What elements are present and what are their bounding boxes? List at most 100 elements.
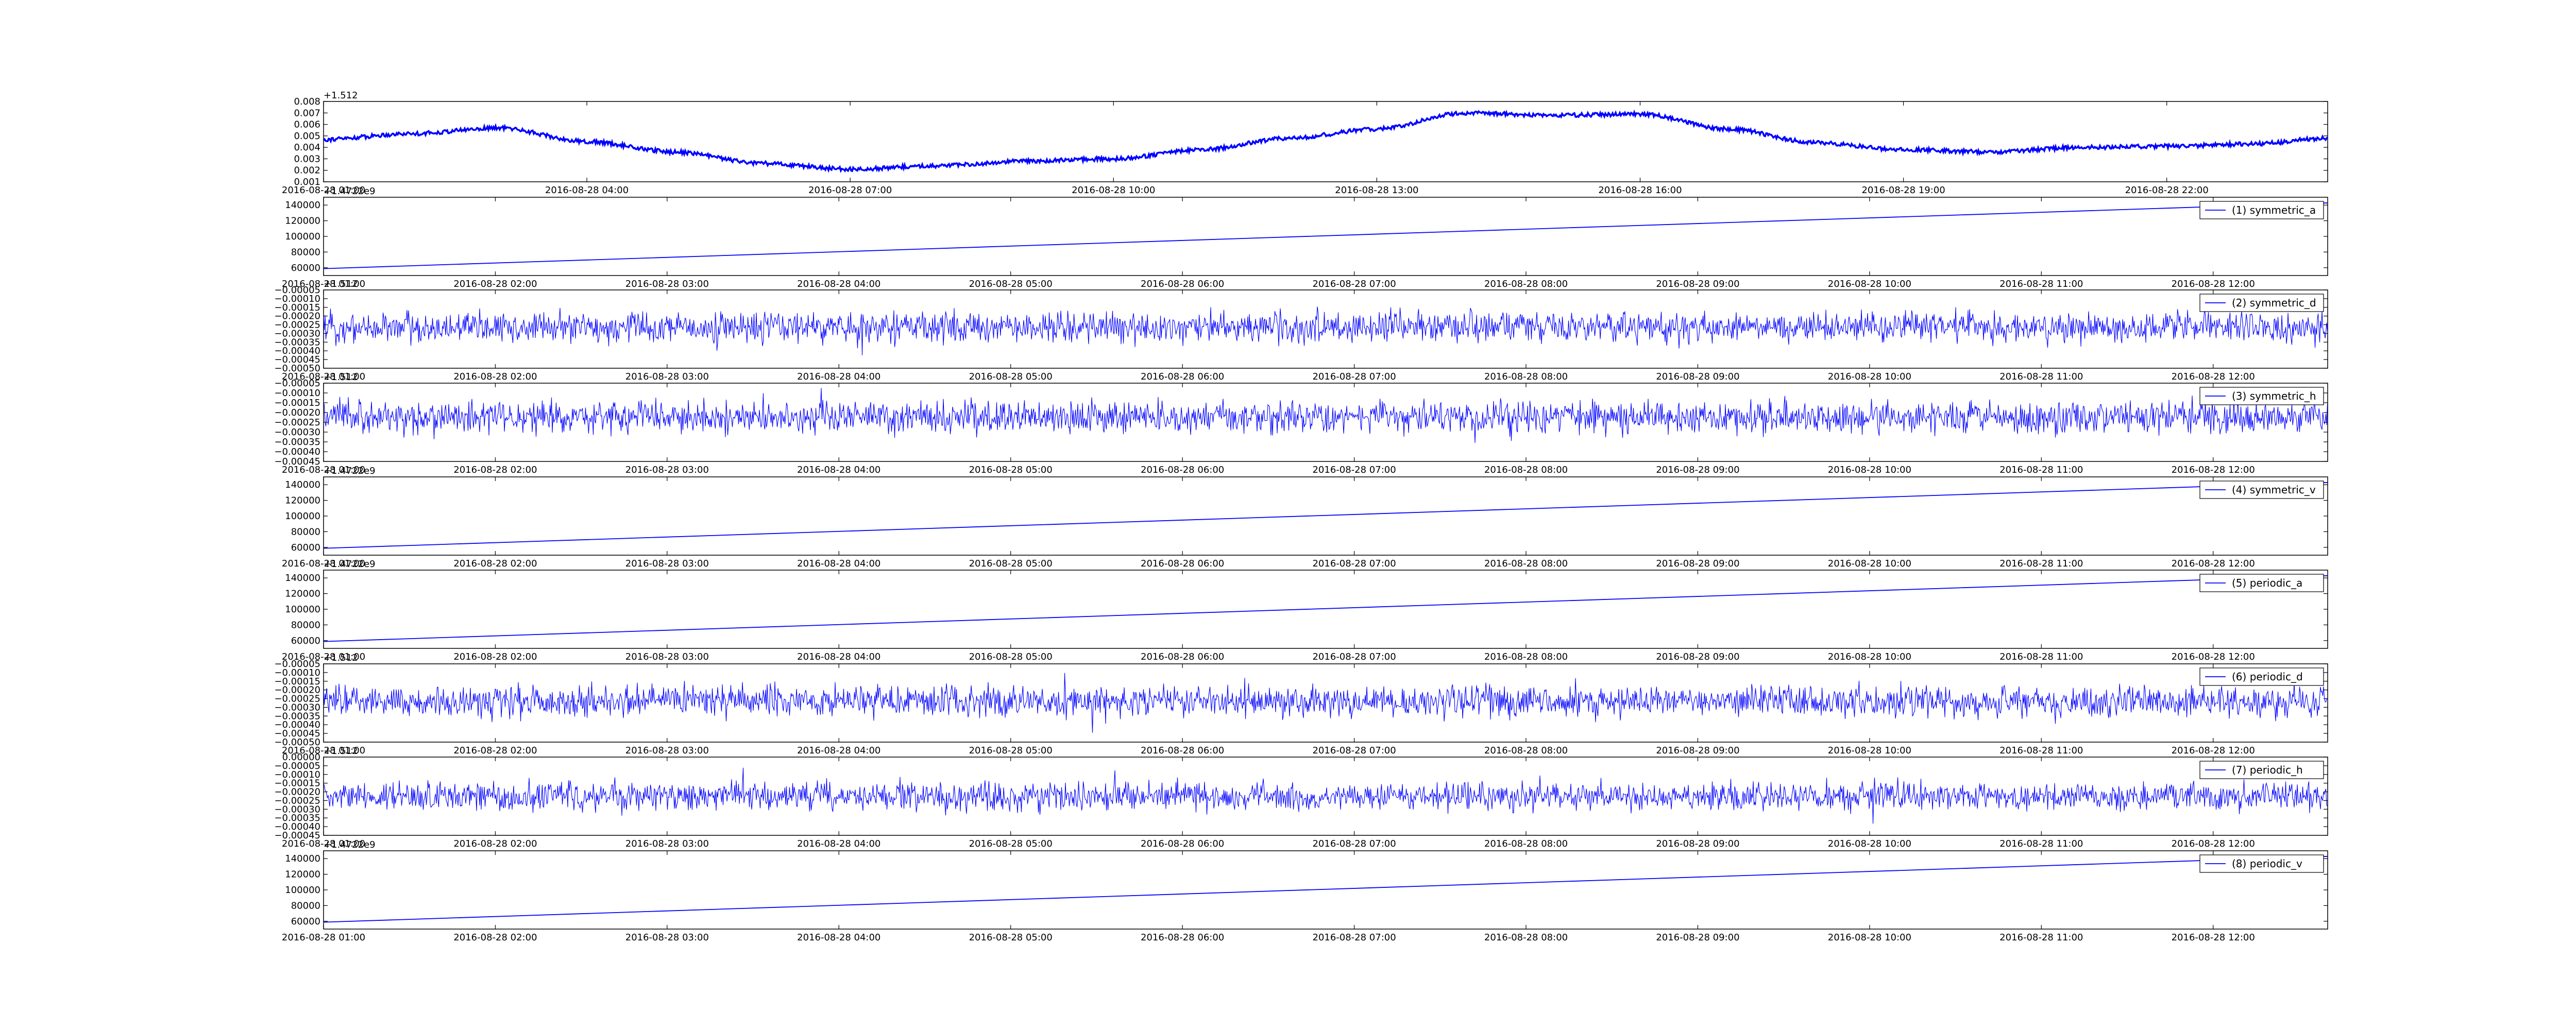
y-tick-label: 0.004 [294,142,320,153]
y-tick-label: −0.00020 [274,787,320,798]
x-tick-label: 2016-08-28 04:00 [797,651,880,662]
y-tick-label: −0.00035 [274,711,320,722]
y-tick-label: 60000 [291,916,320,927]
x-tick-label: 2016-08-28 12:00 [2172,932,2255,943]
x-tick-label: 2016-08-28 12:00 [2172,745,2255,756]
x-tick-label: 2016-08-28 03:00 [625,932,709,943]
x-tick-label: 2016-08-28 01:00 [282,745,365,756]
y-tick-label: −0.00040 [274,346,320,356]
y-tick-label: −0.00025 [274,694,320,705]
y-tick-label: 0.008 [294,96,320,107]
x-tick-label: 2016-08-28 06:00 [1141,651,1224,662]
x-tick-label: 2016-08-28 10:00 [1828,558,1911,569]
x-tick-label: 2016-08-28 01:00 [282,838,365,849]
x-tick-label: 2016-08-28 12:00 [2172,651,2255,662]
y-tick-label: −0.00035 [274,437,320,448]
x-tick-label: 2016-08-28 05:00 [969,932,1053,943]
legend: (5) periodic_a [2199,574,2324,592]
y-tick-label: −0.00015 [274,302,320,313]
y-tick-label: −0.00025 [274,417,320,428]
y-tick-label: −0.00005 [274,378,320,389]
y-tick-label: −0.00050 [274,737,320,748]
series-line [323,388,2328,443]
x-tick-label: 2016-08-28 08:00 [1484,745,1568,756]
x-tick-label: 2016-08-28 10:00 [1828,279,1911,289]
x-tick-label: 2016-08-28 02:00 [453,465,537,475]
y-tick-label: −0.00010 [274,769,320,780]
x-tick-label: 2016-08-28 03:00 [625,745,709,756]
x-tick-label: 2016-08-28 10:00 [1828,838,1911,849]
legend-label: (5) periodic_a [2232,577,2302,589]
x-tick-label: 2016-08-28 10:00 [1828,651,1911,662]
y-tick-label: −0.00020 [274,311,320,322]
axes-frame [323,197,2328,276]
y-tick-label: −0.00030 [274,702,320,713]
y-tick-label: −0.00035 [274,337,320,348]
x-tick-label: 2016-08-28 09:00 [1656,558,1739,569]
series-line [323,109,2328,173]
x-tick-label: 2016-08-28 07:00 [1312,558,1396,569]
series-line [323,306,2328,355]
axis-offset-label: +1.512 [324,653,358,663]
x-tick-label: 2016-08-28 03:00 [625,838,709,849]
subplot-5: 140000 120000 100000 80000 60000 2016-08-28 0… [282,466,2328,569]
y-tick-label: 80000 [291,900,320,911]
y-tick-label: 100000 [285,604,320,615]
axis-offset-label: +1.4722e9 [324,466,376,476]
legend: (8) periodic_v [2199,854,2324,873]
x-tick-label: 2016-08-28 04:00 [797,371,880,382]
x-tick-label: 2016-08-28 05:00 [969,745,1053,756]
subplot-3: −0.00005−0.00010−0.00015−0.00020−0.00025… [274,279,2328,382]
x-tick-label: 2016-08-28 03:00 [625,558,709,569]
legend-label: (4) symmetric_v [2232,484,2316,496]
axis-offset-label: +1.512 [324,746,358,757]
x-tick-label: 2016-08-28 09:00 [1656,465,1739,475]
legend-label: (7) periodic_h [2232,764,2303,776]
x-tick-label: 2016-08-28 09:00 [1656,745,1739,756]
y-tick-label: −0.00050 [274,363,320,374]
x-tick-label: 2016-08-28 06:00 [1141,558,1224,569]
x-tick-label: 2016-08-28 08:00 [1484,465,1568,475]
x-tick-label: 2016-08-28 08:00 [1484,651,1568,662]
x-tick-label: 2016-08-28 05:00 [969,838,1053,849]
y-tick-label: −0.00045 [274,354,320,365]
x-tick-label: 2016-08-28 10:00 [1828,932,1911,943]
y-tick-label: 100000 [285,231,320,242]
legend: (4) symmetric_v [2199,480,2324,499]
y-tick-label: −0.00025 [274,320,320,331]
x-tick-label: 2016-08-28 11:00 [1999,932,2083,943]
x-tick-label: 2016-08-28 03:00 [625,465,709,475]
series-line [323,673,2328,733]
x-tick-label: 2016-08-28 12:00 [2172,279,2255,289]
x-tick-label: 2016-08-28 05:00 [969,465,1053,475]
x-tick-label: 2016-08-28 22:00 [2125,185,2209,196]
y-tick-label: −0.00015 [274,676,320,687]
x-tick-label: 2016-08-28 08:00 [1484,279,1568,289]
axes-frame [323,101,2328,182]
y-tick-label: 60000 [291,542,320,553]
x-tick-label: 2016-08-28 11:00 [1999,279,2083,289]
subplot-8: 0.00000−0.00005−0.00010−0.00015−0.00020−… [274,746,2328,849]
y-tick-label: −0.00015 [274,398,320,408]
y-tick-label: 140000 [285,200,320,211]
legend-label: (6) periodic_d [2232,671,2303,683]
x-tick-label: 2016-08-28 08:00 [1484,932,1568,943]
x-tick-label: 2016-08-28 01:00 [282,279,365,289]
x-tick-label: 2016-08-28 16:00 [1598,185,1682,196]
x-tick-label: 2016-08-28 04:00 [797,745,880,756]
x-tick-label: 2016-08-28 04:00 [545,185,629,196]
x-tick-label: 2016-08-28 08:00 [1484,371,1568,382]
legend-label: (3) symmetric_h [2232,390,2316,402]
legend: (3) symmetric_h [2199,387,2324,405]
axis-offset-label: +1.4722e9 [324,186,376,197]
y-tick-label: 120000 [285,589,320,599]
x-tick-label: 2016-08-28 01:00 [282,558,365,569]
x-tick-label: 2016-08-28 10:00 [1072,185,1155,196]
y-tick-label: 0.005 [294,131,320,142]
legend-label: (1) symmetric_a [2232,204,2316,216]
x-tick-label: 2016-08-28 11:00 [1999,651,2083,662]
axis-offset-label: +1.4722e9 [324,559,376,570]
x-tick-label: 2016-08-28 06:00 [1141,279,1224,289]
x-tick-label: 2016-08-28 08:00 [1484,558,1568,569]
legend: (7) periodic_h [2199,761,2324,779]
